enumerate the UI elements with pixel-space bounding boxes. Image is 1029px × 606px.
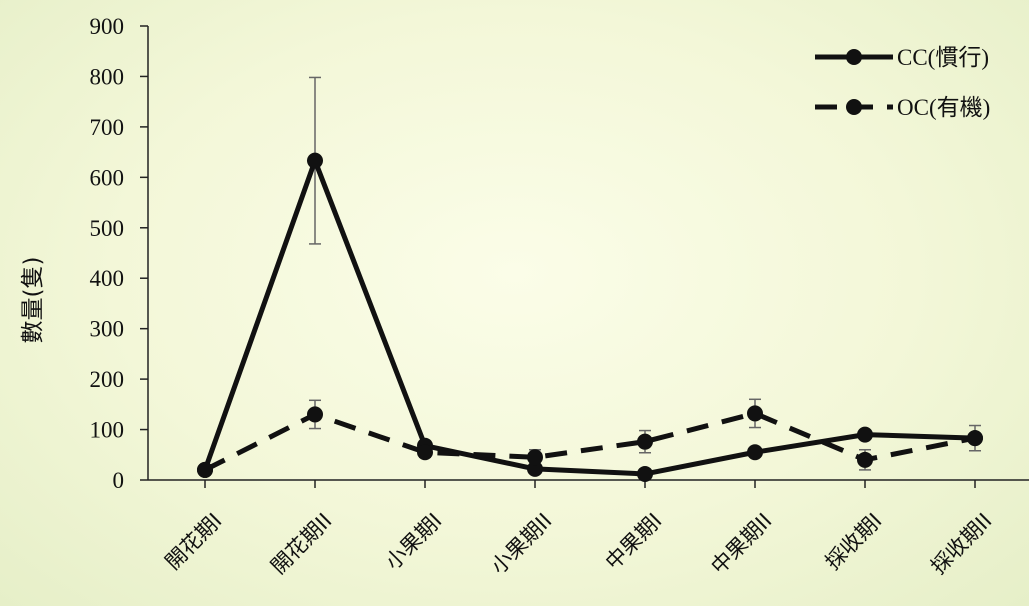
x-category-label: 開花期I [161, 509, 227, 575]
data-point [417, 444, 433, 461]
x-category-label: 小果期II [486, 509, 556, 579]
data-point [307, 152, 323, 169]
legend: CC(慣行) OC(有機) [815, 45, 990, 120]
data-point [637, 465, 653, 482]
y-axis: 0 100 200 300 400 500 600 700 800 900 [90, 14, 149, 493]
y-tick-label: 0 [113, 468, 125, 493]
y-axis-label: 數量(隻) [20, 257, 46, 344]
y-tick-label: 800 [90, 64, 125, 89]
data-point [747, 444, 763, 461]
y-tick-label: 600 [90, 165, 125, 190]
data-point [637, 433, 653, 450]
x-category-label: 中果期II [706, 509, 776, 579]
y-tick-label: 500 [90, 216, 125, 241]
data-point [527, 449, 543, 466]
y-tick-label: 700 [90, 115, 125, 140]
y-tick-label: 200 [90, 367, 125, 392]
series-line-oc [203, 410, 976, 473]
series-points [197, 152, 983, 482]
legend-marker [846, 49, 862, 65]
x-category-label: 採收期I [821, 509, 887, 575]
legend-label: OC(有機) [897, 95, 990, 120]
y-tick-label: 300 [90, 317, 125, 342]
x-axis: 開花期I 開花期II 小果期I 小果期II 中果期I 中果期II 採收期I 採收期II [148, 479, 1029, 579]
series-line-cc [202, 158, 976, 477]
y-tick-label: 400 [90, 266, 125, 291]
y-tick-label: 900 [90, 14, 125, 39]
data-point [307, 406, 323, 423]
legend-marker [846, 99, 862, 115]
data-point [747, 405, 763, 422]
data-point [857, 426, 873, 443]
legend-label: CC(慣行) [897, 45, 989, 70]
x-category-label: 中果期I [601, 509, 667, 575]
data-point [857, 451, 873, 468]
x-category-label: 採收期II [926, 509, 996, 579]
data-point [527, 460, 543, 477]
series-lines [202, 158, 976, 477]
x-category-label: 小果期I [381, 509, 447, 575]
data-point [967, 430, 983, 447]
y-tick-label: 100 [90, 418, 125, 443]
x-category-label: 開花期II [266, 509, 336, 579]
data-point [197, 461, 213, 478]
